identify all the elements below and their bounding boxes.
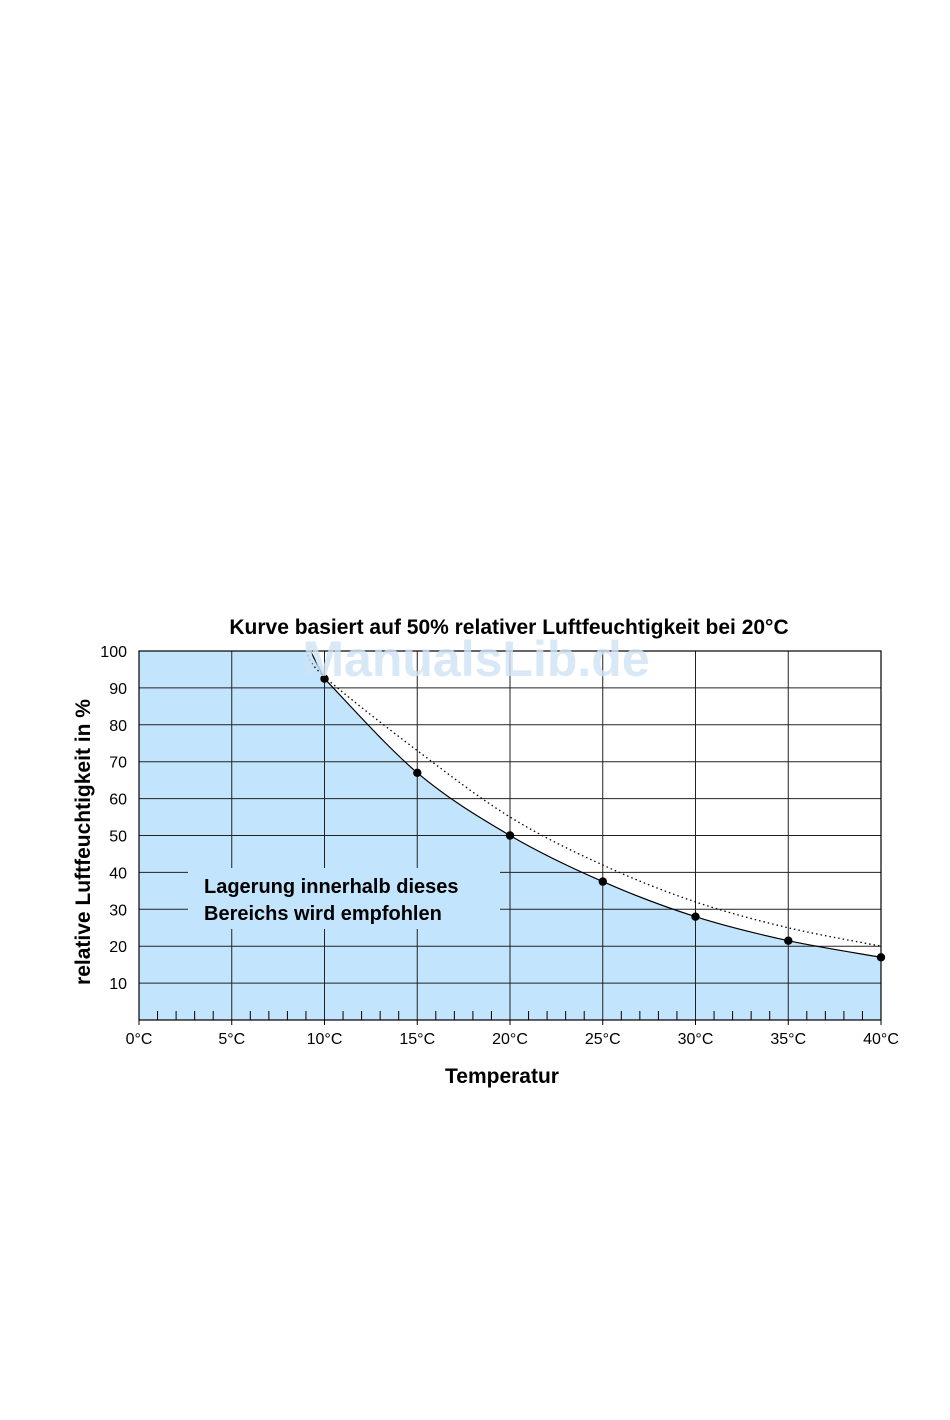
- axis-ticks: 0°C 5°C 10°C 15°C 20°C 25°C 30°C 35°C 40°C 10 20 30…: [100, 644, 899, 1048]
- x-tick-label: 10°C: [307, 1031, 343, 1048]
- curve-marker: [691, 912, 700, 921]
- y-axis-label: relative Luftfeuchtigkeit in %: [72, 699, 95, 985]
- x-tick-label: 20°C: [492, 1031, 528, 1048]
- dotted-curve-line: [305, 650, 882, 947]
- x-tick-label: 25°C: [585, 1031, 621, 1048]
- region-label-line-2: Bereichs wird empfohlen: [204, 903, 442, 925]
- curve-marker: [320, 674, 329, 683]
- curve-marker: [876, 953, 886, 962]
- y-tick-label: 90: [109, 681, 127, 698]
- x-tick-label: 15°C: [399, 1031, 435, 1048]
- dotted-curve: [305, 650, 882, 947]
- chart-title: Kurve basiert auf 50% relativer Luftfeuc…: [229, 616, 788, 639]
- curve-marker: [413, 768, 422, 777]
- x-tick-label: 35°C: [770, 1031, 806, 1048]
- y-tick-label: 50: [109, 829, 127, 846]
- curve-marker: [505, 831, 515, 840]
- curve-marker: [784, 936, 793, 945]
- x-tick-label: 5°C: [218, 1031, 245, 1048]
- x-axis-label: Temperatur: [445, 1065, 559, 1088]
- y-tick-label: 70: [109, 755, 127, 772]
- y-tick-label: 10: [109, 976, 127, 993]
- y-tick-label: 100: [100, 644, 127, 661]
- region-label-line-1: Lagerung innerhalb dieses: [204, 876, 459, 898]
- y-tick-label: 60: [109, 792, 127, 809]
- y-tick-label: 20: [109, 939, 127, 956]
- y-tick-label: 80: [109, 718, 127, 735]
- watermark: ManualsLib.de: [302, 631, 649, 687]
- region-label-background: [188, 868, 500, 929]
- y-tick-label: 30: [109, 902, 127, 919]
- x-tick-label: 30°C: [678, 1031, 714, 1048]
- x-tick-label: 0°C: [126, 1031, 153, 1048]
- region-label: Lagerung innerhalb dieses Bereichs wird …: [188, 868, 500, 929]
- x-tick-label: 40°C: [863, 1031, 899, 1048]
- y-tick-label: 40: [109, 865, 127, 882]
- solid-curve: [309, 650, 886, 962]
- curve-marker: [598, 877, 607, 886]
